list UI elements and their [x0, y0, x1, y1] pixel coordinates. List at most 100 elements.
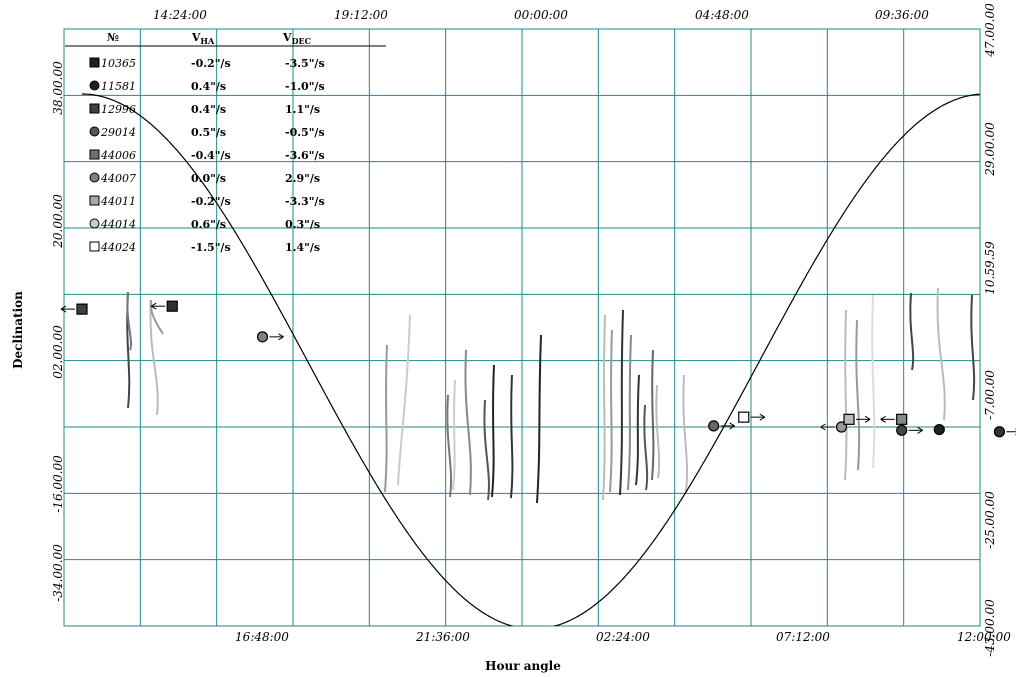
- observation-track: [452, 379, 456, 491]
- table-header: VDEC: [282, 31, 311, 46]
- table-row-id: 44014: [100, 218, 136, 231]
- table-row-id: 44007: [100, 172, 136, 185]
- observation-track: [609, 329, 613, 493]
- marker-square-44006: [896, 413, 908, 425]
- table-row-vha: -0.4"/s: [191, 149, 231, 162]
- right-tick-label: -7.00.00: [983, 370, 997, 420]
- table-row-vha: 0.6"/s: [191, 218, 226, 231]
- bottom-tick-label: 07:12:00: [776, 630, 830, 644]
- bottom-tick-label: 02:24:00: [596, 630, 650, 644]
- marker-arrow-head: [759, 413, 766, 421]
- observation-track: [627, 334, 632, 491]
- table-row-vha: 0.4"/s: [191, 103, 226, 116]
- right-tick-label: 29.00.00: [983, 122, 997, 177]
- table-row-vdec: 1.4"/s: [285, 241, 320, 254]
- table-header: №: [107, 31, 119, 44]
- table-row-id: 11581: [101, 80, 136, 93]
- table-row-vdec: 2.9"/s: [285, 172, 320, 185]
- left-tick-label: -34.00.00: [51, 544, 65, 602]
- legend-marker-square: [89, 103, 100, 114]
- table-row-id: 44024: [100, 241, 136, 254]
- observation-track: [384, 344, 388, 493]
- marker-layer: [60, 300, 1016, 438]
- marker-arrow-head: [729, 422, 735, 430]
- bottom-tick-label: 21:36:00: [415, 630, 470, 644]
- legend-marker-circle: [89, 172, 100, 183]
- top-tick-label: 09:36:00: [875, 8, 929, 22]
- declination-limit-curve: [82, 93, 980, 626]
- observation-track: [909, 292, 915, 371]
- observation-track: [464, 349, 472, 496]
- marker-arrow-head: [60, 305, 67, 313]
- grid: [63, 28, 981, 627]
- table-header-sub: HA: [200, 36, 215, 46]
- observation-track: [602, 314, 606, 501]
- observation-track: [682, 374, 689, 493]
- top-tick-label: 00:00:00: [514, 8, 568, 22]
- table-row-vha: -0.2"/s: [191, 195, 231, 208]
- left-tick-label: 20.00.00: [51, 194, 65, 249]
- observation-tracks: [126, 287, 976, 504]
- table-row-id: 44006: [100, 149, 136, 162]
- marker-arrow-head: [150, 302, 157, 310]
- top-tick-label: 19:12:00: [334, 8, 388, 22]
- table-header: VHA: [191, 31, 215, 46]
- legend-marker-square: [89, 241, 100, 252]
- right-tick-label: -43.00.00: [983, 599, 997, 657]
- bottom-tick-label: 16:48:00: [235, 630, 289, 644]
- observation-track: [619, 309, 624, 496]
- right-tick-label: -25.00.00: [983, 491, 997, 549]
- legend-marker-circle: [89, 126, 100, 137]
- marker-square-10365: [166, 300, 178, 312]
- observation-track: [483, 399, 490, 501]
- right-tick-label: 10.59.59: [983, 241, 997, 295]
- table-row-id: 44011: [100, 195, 136, 208]
- observation-track: [655, 384, 661, 479]
- observation-track: [936, 287, 946, 421]
- table-row-vdec: -3.5"/s: [285, 57, 325, 70]
- table-row-vdec: -3.6"/s: [285, 149, 325, 162]
- legend-marker-square: [89, 195, 100, 206]
- table-row-vdec: 0.3"/s: [285, 218, 320, 231]
- table-row-vha: -0.2"/s: [191, 57, 231, 70]
- table-row-id: 29014: [100, 126, 136, 139]
- observation-track: [446, 394, 453, 498]
- marker-arrow-head: [880, 415, 886, 423]
- marker-square-12996: [76, 303, 88, 315]
- marker-circle-11581: [896, 424, 908, 436]
- table-row-vdec: -0.5"/s: [285, 126, 325, 139]
- x-axis-label: Hour angle: [485, 659, 561, 673]
- observation-track: [126, 291, 132, 351]
- marker-arrow-head: [278, 333, 284, 341]
- table-row-id: 10365: [101, 57, 136, 70]
- left-tick-label: 38.00.00: [51, 61, 65, 115]
- marker-arrow-head: [917, 426, 923, 434]
- observation-track: [855, 319, 861, 471]
- top-tick-label: 04:48:00: [695, 8, 749, 22]
- bottom-tick-label: 12:00:00: [957, 630, 1011, 644]
- marker-circle-11581: [993, 426, 1006, 438]
- left-tick-label: -16.00.00: [51, 455, 65, 513]
- legend-marker-circle: [89, 80, 100, 91]
- legend-marker-square: [89, 149, 100, 160]
- y-axis-label: Declination: [11, 291, 25, 369]
- observation-track: [510, 374, 514, 499]
- table-row-id: 12996: [101, 103, 136, 116]
- table-header-sub: DEC: [292, 36, 311, 46]
- tick-labels: 14:24:00 19:12:00 00:00:00 04:48:00 09:36:00…: [51, 3, 1011, 657]
- table-row-vha: 0.0"/s: [191, 172, 226, 185]
- legend-marker-circle: [89, 218, 100, 229]
- table-row-vdec: -3.3"/s: [285, 195, 325, 208]
- table-row-vha: -1.5"/s: [191, 241, 231, 254]
- legend-marker-square: [89, 57, 100, 68]
- marker-arrow-head: [864, 415, 871, 423]
- marker-square-44024: [738, 411, 750, 423]
- observation-track: [491, 364, 495, 498]
- marker-square-44011: [843, 413, 855, 425]
- observation-track: [871, 294, 876, 469]
- marker-circle-44006: [256, 331, 269, 343]
- observation-track: [635, 374, 640, 486]
- right-tick-label: 47.00.00: [983, 3, 997, 58]
- observation-track: [643, 404, 649, 491]
